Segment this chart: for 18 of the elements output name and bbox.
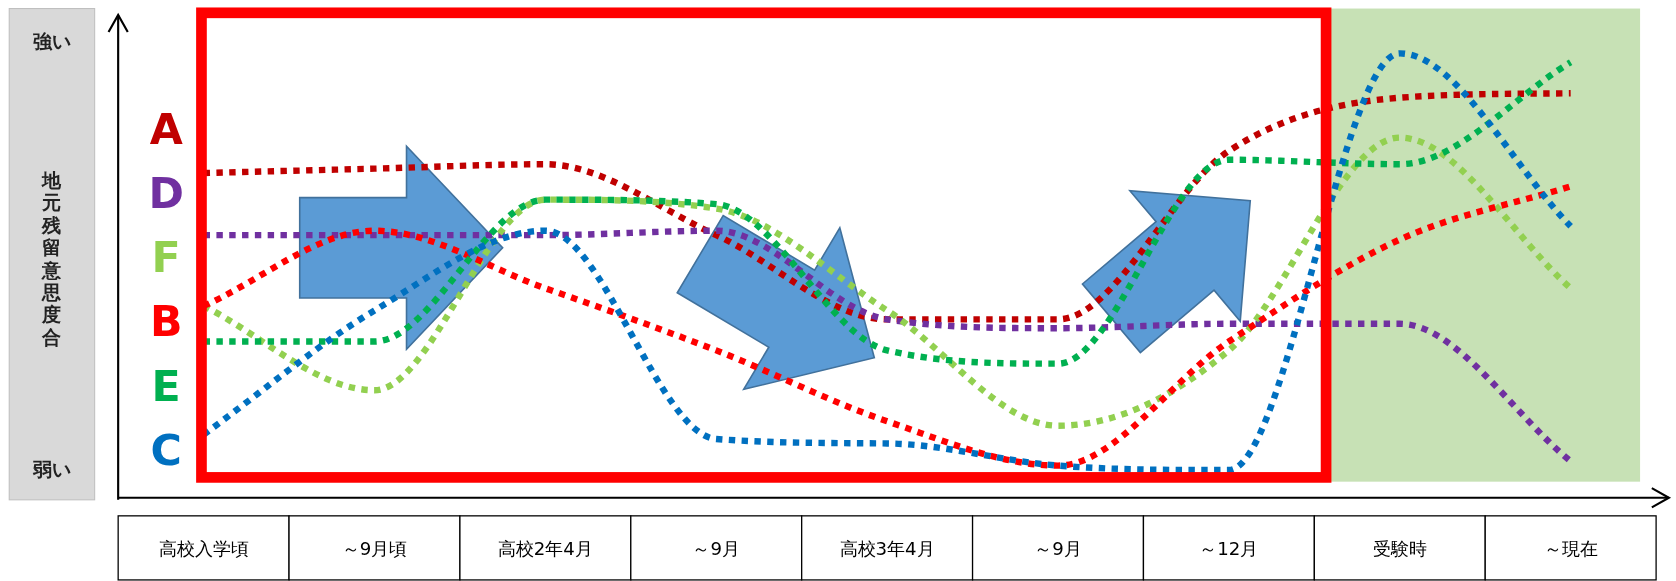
series-label: D — [148, 168, 184, 219]
x-tick-label: ～9月 — [1034, 538, 1082, 560]
series-label: B — [149, 296, 183, 347]
y-axis-title: 地元残留意思度合 — [41, 168, 63, 349]
series-label: A — [149, 104, 183, 155]
x-tick-label: 高校入学頃 — [158, 538, 249, 560]
series-label: C — [150, 424, 182, 475]
series-label: E — [151, 360, 181, 411]
series-label: F — [151, 232, 181, 283]
x-tick-label: 受験時 — [1372, 538, 1427, 560]
x-tick-label: ～12月 — [1199, 538, 1259, 560]
text: 弱い — [31, 458, 71, 482]
x-tick-label: ～現在 — [1543, 538, 1598, 560]
x-tick-label: 高校3年4月 — [839, 538, 935, 560]
x-tick-label: ～9月 — [692, 538, 741, 560]
x-tick-label: ～9月頃 — [341, 538, 408, 560]
x-tick-label: 高校2年4月 — [497, 538, 593, 560]
text: 強い — [32, 30, 71, 54]
